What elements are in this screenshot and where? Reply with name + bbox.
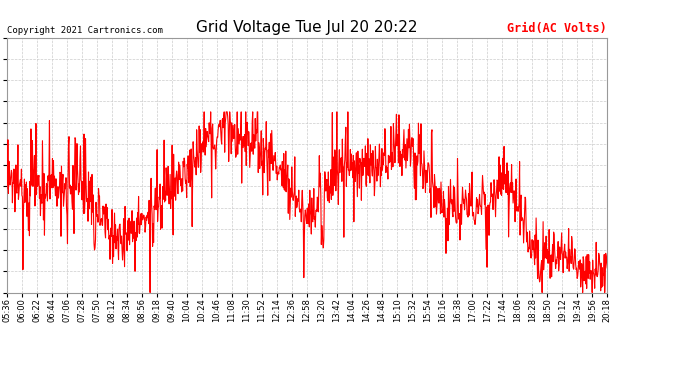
Title: Grid Voltage Tue Jul 20 20:22: Grid Voltage Tue Jul 20 20:22 — [196, 20, 418, 35]
Text: Grid(AC Volts): Grid(AC Volts) — [507, 22, 607, 35]
Text: Copyright 2021 Cartronics.com: Copyright 2021 Cartronics.com — [7, 26, 163, 35]
